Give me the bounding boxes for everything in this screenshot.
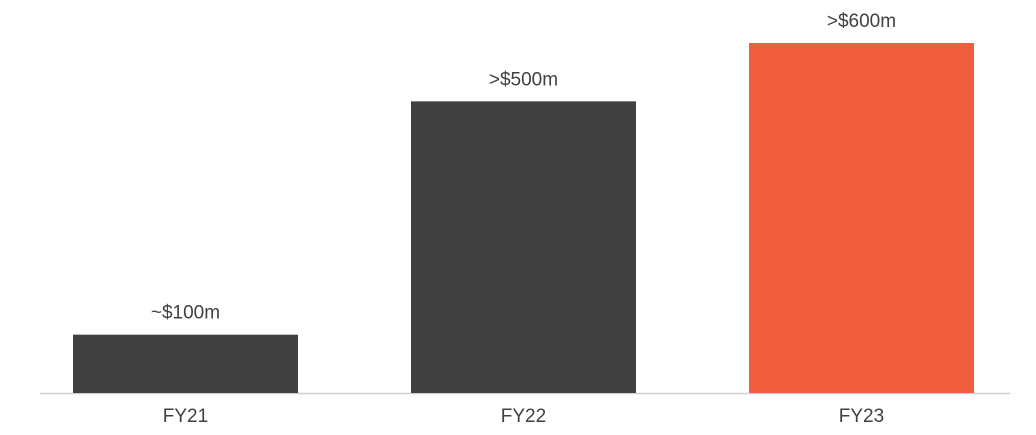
bar bbox=[73, 334, 298, 393]
x-tick-label: FY22 bbox=[501, 406, 546, 427]
value-label: >$500m bbox=[489, 69, 558, 90]
value-label: >$600m bbox=[827, 11, 896, 32]
x-tick-label: FY21 bbox=[163, 406, 208, 427]
bar bbox=[411, 101, 636, 393]
value-label: ~$100m bbox=[151, 303, 220, 324]
bar bbox=[749, 43, 974, 393]
x-tick-label: FY23 bbox=[839, 406, 884, 427]
